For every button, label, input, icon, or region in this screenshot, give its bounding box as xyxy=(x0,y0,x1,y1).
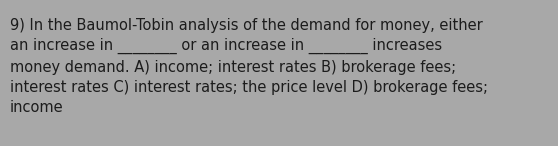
Text: 9) In the Baumol-Tobin analysis of the demand for money, either
an increase in _: 9) In the Baumol-Tobin analysis of the d… xyxy=(10,18,488,115)
